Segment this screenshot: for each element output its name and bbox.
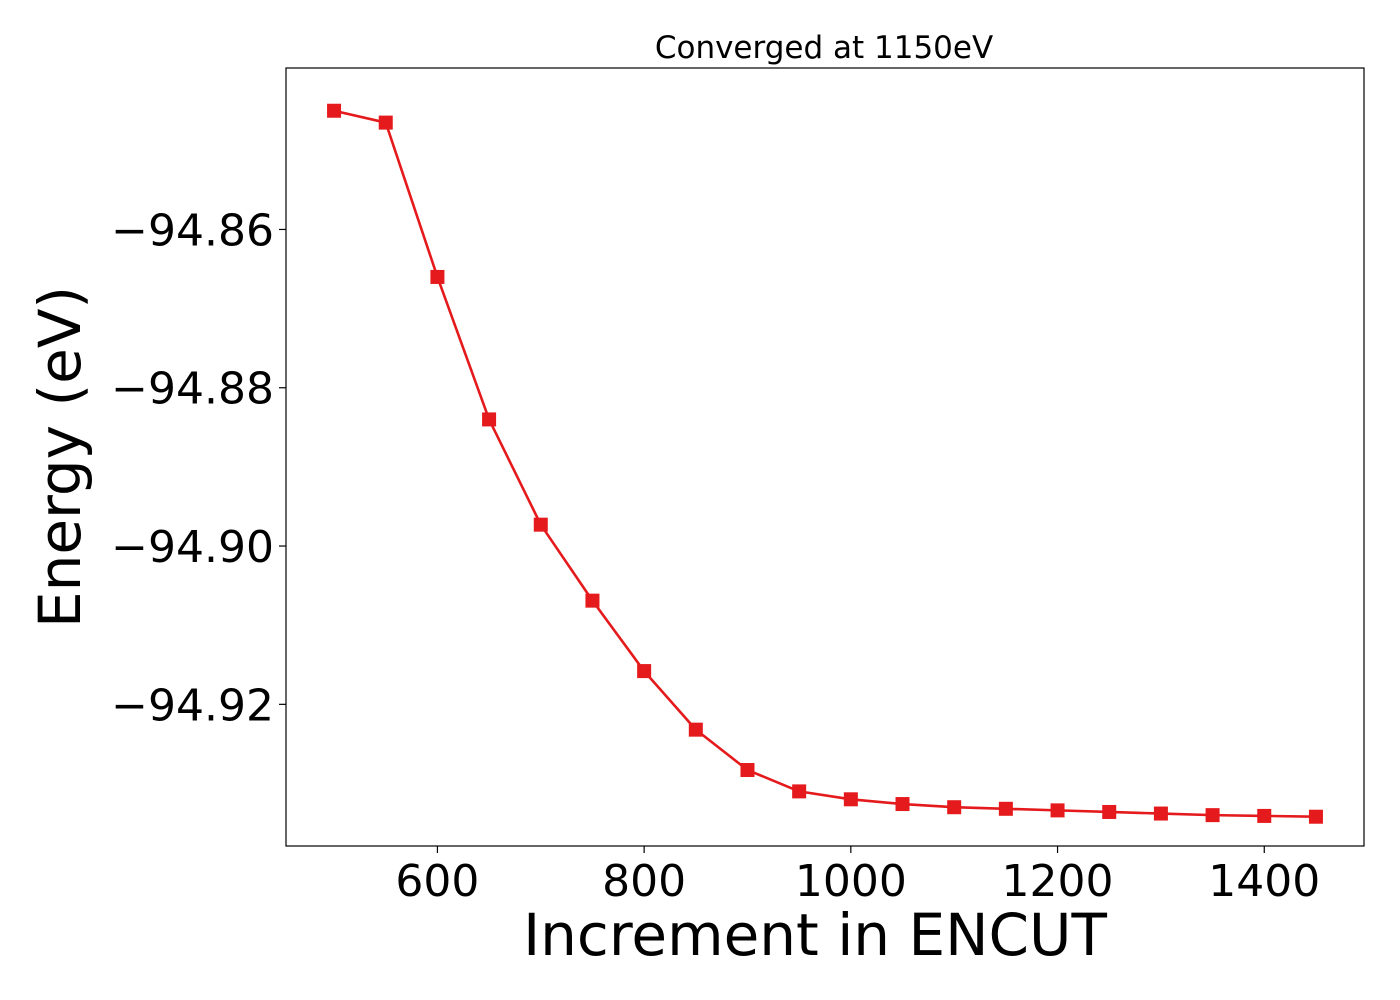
data-point-marker (895, 797, 910, 812)
data-point-marker (637, 664, 652, 679)
x-tick-label: 800 (602, 856, 686, 907)
data-point-marker (1153, 806, 1168, 821)
y-axis-label: Energy (eV) (26, 286, 94, 628)
y-tick-label: −94.86 (111, 205, 274, 256)
data-point-marker (1102, 804, 1117, 819)
data-point-marker (482, 412, 497, 427)
data-point-marker (1257, 808, 1272, 823)
y-tick-label: −94.92 (111, 680, 274, 731)
x-axis-label: Increment in ENCUT (523, 901, 1107, 969)
data-point-marker (1050, 803, 1065, 818)
data-point-marker (947, 800, 962, 815)
x-tick-label: 1000 (795, 856, 907, 907)
x-tick-label: 1200 (1002, 856, 1114, 907)
y-axis: −94.86 −94.88 −94.90 −94.92 (111, 205, 286, 731)
series-line (333, 109, 1316, 819)
data-point-marker (430, 269, 445, 284)
data-point-marker (585, 593, 600, 608)
data-point-marker (998, 801, 1013, 816)
x-axis: 600 800 1000 1200 1400 (395, 846, 1320, 907)
data-point-marker (792, 784, 807, 799)
data-point-marker (533, 517, 548, 532)
y-tick-label: −94.90 (111, 522, 274, 573)
chart-title: Converged at 1150eV (655, 30, 993, 66)
data-point-marker (1205, 808, 1220, 823)
data-point-marker (740, 763, 755, 778)
series-layer (327, 103, 1323, 824)
y-tick-label: −94.88 (111, 364, 274, 415)
data-point-marker (843, 792, 858, 807)
data-point-marker (327, 103, 342, 118)
data-point-marker (688, 722, 703, 737)
data-point-marker (378, 115, 393, 130)
data-point-marker (1308, 809, 1323, 824)
x-tick-label: 600 (395, 856, 479, 907)
plot-frame (285, 67, 1365, 847)
x-tick-label: 1400 (1208, 856, 1320, 907)
